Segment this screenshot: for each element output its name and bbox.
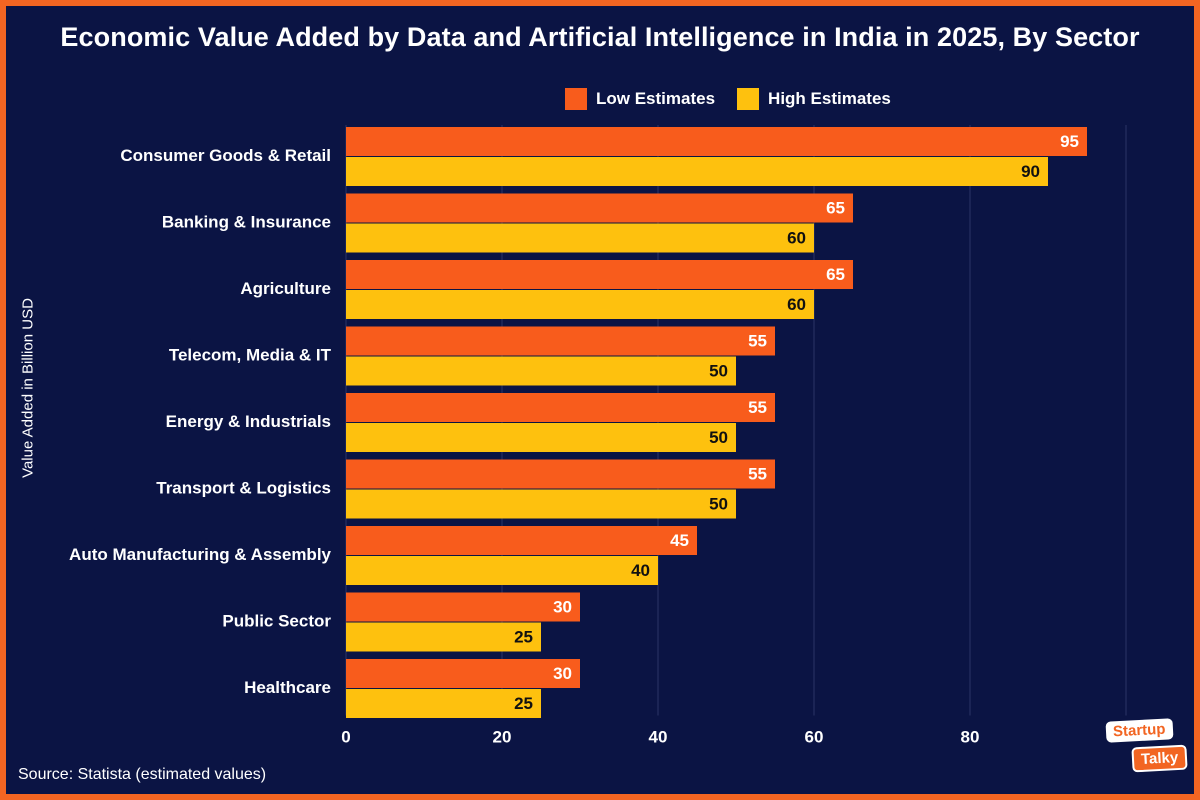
category-label: Healthcare — [244, 678, 331, 697]
data-label-low: 30 — [553, 664, 572, 683]
bar-high-estimate — [346, 290, 814, 319]
x-tick-label: 20 — [493, 727, 512, 746]
category-label: Telecom, Media & IT — [169, 345, 332, 364]
category-label: Public Sector — [222, 611, 331, 630]
legend-swatch-low — [565, 88, 587, 110]
bar-high-estimate — [346, 423, 736, 452]
data-label-high: 25 — [514, 627, 533, 646]
bar-low-estimate — [346, 326, 775, 356]
logo-text-startup: Startup — [1105, 718, 1174, 743]
bar-low-estimate — [346, 393, 775, 422]
data-label-low: 55 — [748, 331, 767, 350]
data-label-low: 65 — [826, 265, 845, 284]
data-label-high: 25 — [514, 694, 533, 713]
source-note: Source: Statista (estimated values) — [18, 766, 267, 783]
data-label-high: 40 — [631, 561, 650, 580]
bar-high-estimate — [346, 622, 541, 652]
data-label-high: 50 — [709, 428, 728, 447]
category-label: Agriculture — [240, 279, 331, 298]
data-label-high: 90 — [1021, 162, 1040, 181]
legend: Low Estimates High Estimates — [565, 88, 891, 110]
bar-low-estimate — [346, 260, 853, 289]
bar-high-estimate — [346, 689, 541, 718]
logo-text-talky: Talky — [1131, 744, 1188, 773]
bar-high-estimate — [346, 356, 736, 386]
x-tick-label: 0 — [341, 727, 350, 746]
data-label-low: 55 — [748, 464, 767, 483]
bar-high-estimate — [346, 157, 1048, 186]
data-label-low: 55 — [748, 398, 767, 417]
startuptalky-logo: Startup Talky — [1105, 718, 1188, 776]
data-label-low: 45 — [670, 531, 689, 550]
data-label-low: 30 — [553, 597, 572, 616]
category-label: Auto Manufacturing & Assembly — [69, 545, 331, 564]
legend-label-low: Low Estimates — [596, 89, 716, 108]
bar-high-estimate — [346, 556, 658, 585]
bar-low-estimate — [346, 592, 580, 622]
data-label-high: 60 — [787, 295, 806, 314]
data-label-high: 50 — [709, 361, 728, 380]
bar-high-estimate — [346, 223, 814, 253]
data-label-low: 65 — [826, 198, 845, 217]
bar-high-estimate — [346, 489, 736, 519]
bar-low-estimate — [346, 127, 1087, 156]
data-label-high: 60 — [787, 228, 806, 247]
category-label: Energy & Industrials — [166, 412, 331, 431]
bar-low-estimate — [346, 193, 853, 223]
category-label: Consumer Goods & Retail — [120, 146, 331, 165]
legend-item-high: High Estimates — [737, 88, 891, 110]
x-tick-label: 60 — [805, 727, 824, 746]
legend-item-low: Low Estimates — [565, 88, 715, 110]
category-label: Banking & Insurance — [162, 212, 331, 231]
bar-low-estimate — [346, 659, 580, 688]
data-label-high: 50 — [709, 494, 728, 513]
legend-swatch-high — [737, 88, 760, 110]
category-label: Transport & Logistics — [156, 478, 331, 497]
x-tick-label: 80 — [961, 727, 980, 746]
x-tick-label: 40 — [649, 727, 668, 746]
legend-label-high: High Estimates — [768, 89, 891, 108]
chart-title: Economic Value Added by Data and Artific… — [60, 22, 1140, 52]
bar-low-estimate — [346, 526, 697, 555]
bar-low-estimate — [346, 459, 775, 489]
data-label-low: 95 — [1060, 132, 1079, 151]
